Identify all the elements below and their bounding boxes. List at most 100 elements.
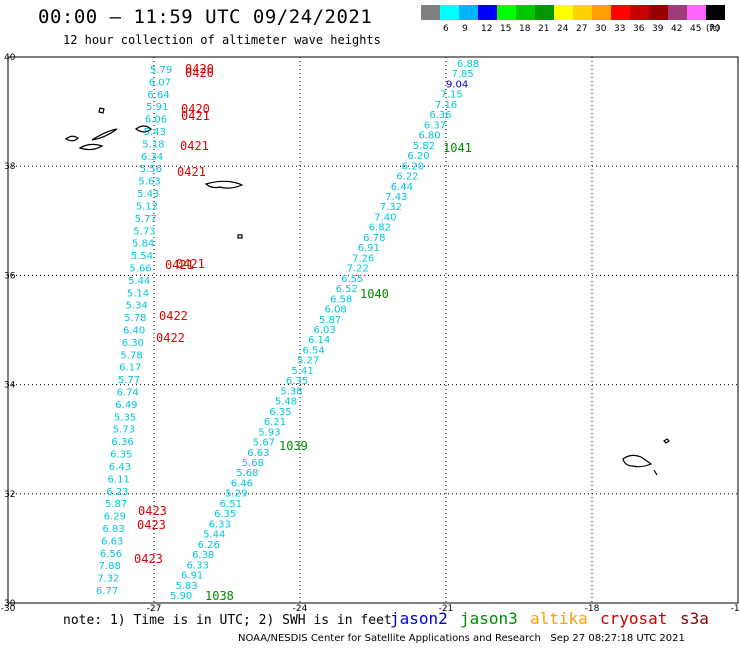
pass-time: 0421 <box>177 165 206 179</box>
legend-swatch-3 <box>421 5 440 20</box>
note-text: note: 1) Time is in UTC; 2) SWH is in fe… <box>63 613 392 628</box>
swh-value: 5.12 <box>136 201 158 212</box>
swh-value: 6.14 <box>308 335 330 346</box>
island-sao-jorge <box>91 128 118 141</box>
pass-time: 0423 <box>138 504 167 518</box>
swh-value: 5.78 <box>124 313 146 324</box>
legend-label: 42 <box>671 24 683 34</box>
legend-label: 15 <box>500 24 512 34</box>
swh-value: 6.52 <box>336 284 358 295</box>
legend-label: 27 <box>576 24 588 34</box>
pass-time: 0420 <box>181 102 210 116</box>
legend-swatch-27 <box>573 5 592 20</box>
swh-value: 6.26 <box>198 540 220 551</box>
swh-value: 6.58 <box>330 294 352 305</box>
swh-value: 6.38 <box>192 550 214 561</box>
swh-value: 7.32 <box>380 202 402 213</box>
lon-tick-label: -18 <box>585 604 600 614</box>
swh-value: 6.56 <box>100 549 122 560</box>
legend-label: 39 <box>652 24 664 34</box>
swh-value: 6.23 <box>106 487 128 498</box>
lon-tick-label: -15 <box>731 604 740 614</box>
swh-value: 6.54 <box>302 345 324 356</box>
map-frame <box>7 56 739 604</box>
legend-swatch-6 <box>440 5 459 20</box>
track-jason3-west: 5.796.076.645.916.065.435.186.345.565.63… <box>96 62 214 597</box>
footer-credit: NOAA/NESDIS Center for Satellite Applica… <box>238 633 685 644</box>
swh-value: 6.46 <box>231 478 253 489</box>
swh-value: 6.33 <box>187 560 209 571</box>
swh-value: 6.35 <box>269 407 291 418</box>
legend-label: 33 <box>614 24 626 34</box>
swh-value: 6.82 <box>369 223 391 234</box>
lat-tick-label: 30 <box>4 599 16 609</box>
island-desertas <box>653 469 658 476</box>
legend-swatch-36 <box>630 5 649 20</box>
swh-value: 5.38 <box>280 386 302 397</box>
legend-swatch-9 <box>459 5 478 20</box>
swh-value: 6.34 <box>141 152 163 163</box>
legend-label: 30 <box>595 24 607 34</box>
swh-value: 6.08 <box>325 305 347 316</box>
swh-value: 6.33 <box>209 519 231 530</box>
island-madeira <box>622 454 653 468</box>
swh-value: 5.78 <box>120 350 142 361</box>
swh-value: 5.34 <box>126 301 148 312</box>
swh-value: 5.66 <box>129 263 151 274</box>
swh-value: 5.35 <box>114 412 136 423</box>
legend-swatch-45 <box>687 5 706 20</box>
satellite-s3a: s3a <box>680 609 709 628</box>
swh-value: 5.43 <box>144 127 166 138</box>
swh-value: 6.03 <box>314 325 336 336</box>
swh-value: 6.36 <box>111 437 133 448</box>
lat-tick-label: 36 <box>4 271 16 281</box>
pass-time: 0421 <box>176 257 205 271</box>
swh-value: 7.15 <box>440 90 462 101</box>
legend-label: 6 <box>443 24 449 34</box>
swh-value: 5.14 <box>127 288 149 299</box>
swh-value: 6.17 <box>119 363 141 374</box>
swh-value: 6.88 <box>457 59 479 70</box>
swh-value: 5.44 <box>128 276 150 287</box>
swh-value: 6.36 <box>429 110 451 121</box>
island-santa-maria <box>237 234 243 239</box>
lon-tick-label: -21 <box>439 604 454 614</box>
pass-time: 0420 <box>185 66 214 80</box>
swh-value: 6.43 <box>109 462 131 473</box>
legend-swatch-18 <box>516 5 535 20</box>
swh-value: 5.48 <box>275 397 297 408</box>
swh-value: 6.40 <box>123 326 145 337</box>
swh-value: 6.74 <box>117 388 139 399</box>
satellite-cryosat: cryosat <box>600 609 668 628</box>
lat-tick-label: 34 <box>4 381 16 391</box>
swh-value: 6.21 <box>264 417 286 428</box>
subtitle: 12 hour collection of altimeter wave hei… <box>63 33 381 47</box>
swh-value: 5.77 <box>118 375 140 386</box>
swh-value: 7.43 <box>385 192 407 203</box>
swh-value: 7.88 <box>99 561 121 572</box>
swh-value: 5.43 <box>137 189 159 200</box>
islands <box>64 107 670 476</box>
swh-value: 7.22 <box>347 264 369 275</box>
swh-value: 6.77 <box>96 586 118 597</box>
legend-swatch-33 <box>611 5 630 20</box>
swh-value: 5.41 <box>291 366 313 377</box>
swh-value: 6.91 <box>181 571 203 582</box>
swh-value: 6.55 <box>341 274 363 285</box>
swh-value: 6.20 <box>402 161 424 172</box>
legend-label: 12 <box>481 24 493 34</box>
swh-value: 5.44 <box>203 530 225 541</box>
swh-value: 6.63 <box>247 448 269 459</box>
legend-label: 45 <box>690 24 702 34</box>
swh-value: 6.78 <box>363 233 385 244</box>
swh-value: 5.87 <box>105 499 127 510</box>
legend-swatch-30 <box>592 5 611 20</box>
swh-value: 5.18 <box>142 139 164 150</box>
pass-time: 1041 <box>443 141 472 155</box>
swh-value: 5.90 <box>170 591 192 602</box>
pass-time: 0421 <box>165 258 194 272</box>
swh-value: 6.11 <box>108 474 130 485</box>
swh-value: 5.93 <box>258 427 280 438</box>
swh-value: 5.79 <box>150 65 172 76</box>
